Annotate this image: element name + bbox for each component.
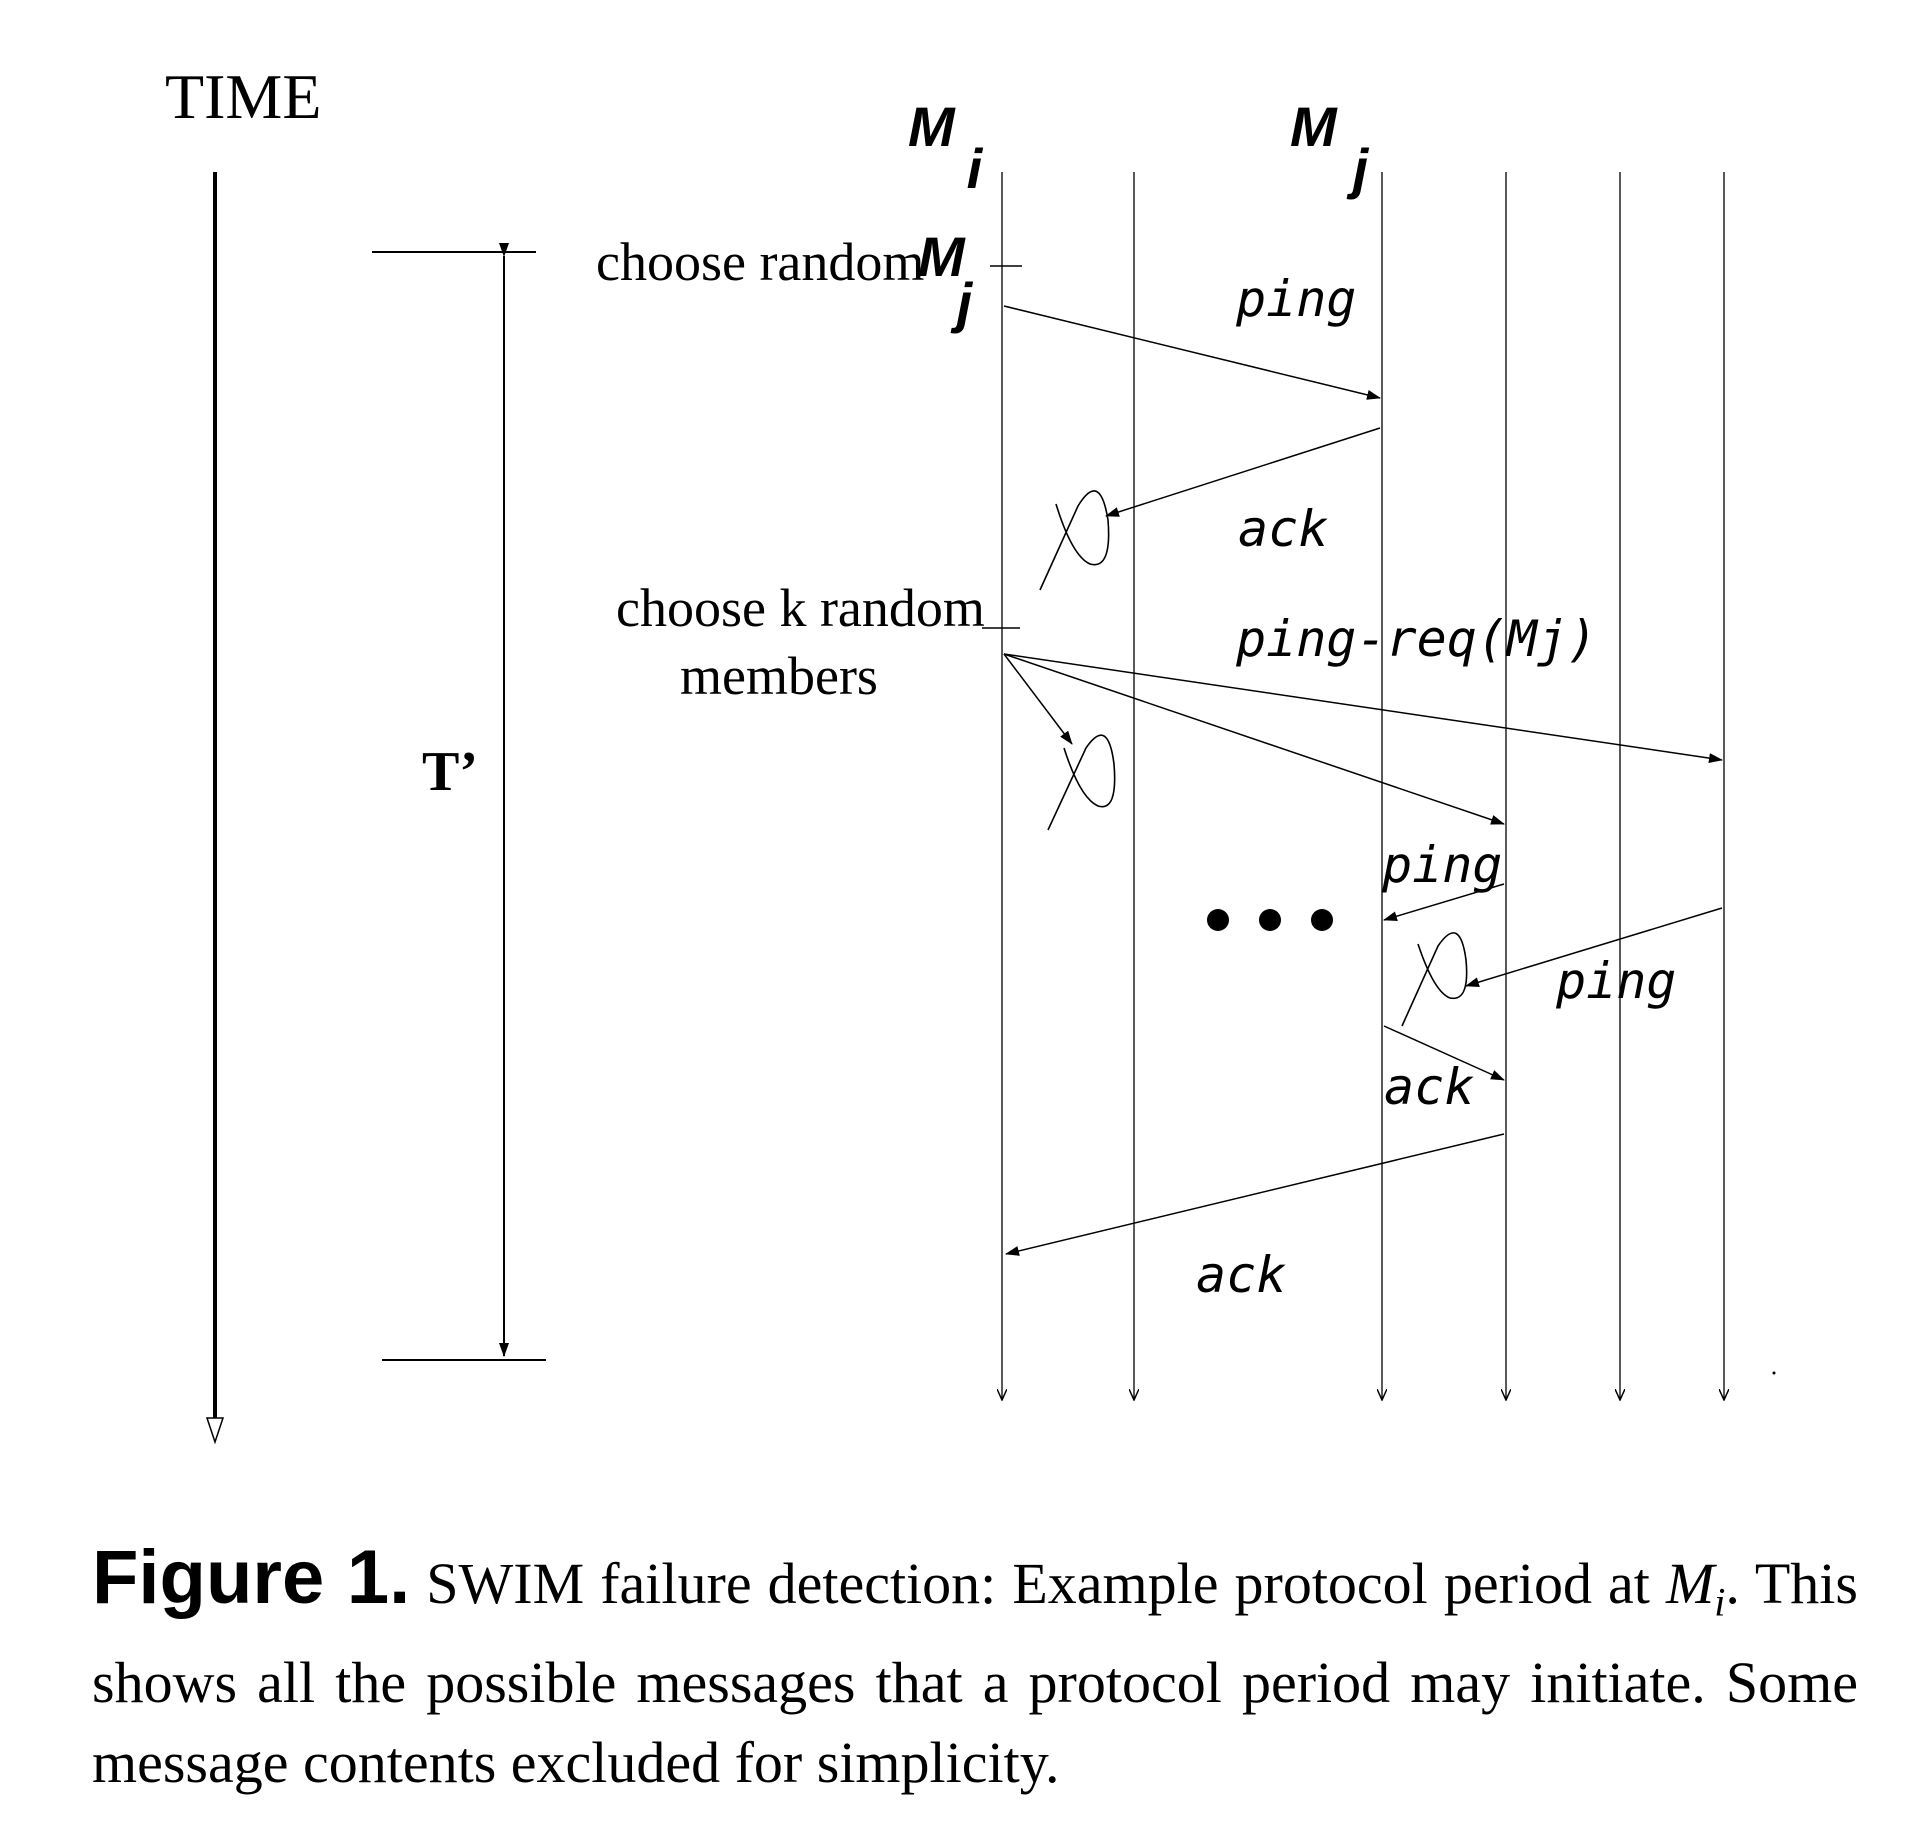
member-label-mi: Mi: [908, 95, 984, 200]
lost-message-icon: [1401, 932, 1468, 1027]
figure-label: Figure 1.: [92, 1535, 411, 1620]
relay-ping-label-2: ping: [1555, 952, 1676, 1010]
choose-k-label-line1: choose k random: [616, 578, 985, 638]
final-ack-arrow: [1005, 1133, 1505, 1256]
final-ack-label: ack: [1196, 1246, 1286, 1304]
choose-random-label: choose random: [596, 232, 924, 292]
ack-label: ack: [1238, 500, 1328, 558]
ping-arrow: [1003, 305, 1381, 400]
ping-req-label: ping-req(Mj): [1235, 610, 1597, 668]
relay-ack-label: ack: [1384, 1058, 1474, 1116]
ping-req-arrow-member-4: [1003, 653, 1505, 825]
ellipsis: [1207, 909, 1333, 931]
relay-ping-label-1: ping: [1381, 836, 1502, 894]
caption-math-base: M: [1665, 1551, 1715, 1616]
period-label: T’: [422, 741, 478, 803]
ack-arrow: [1105, 427, 1381, 517]
caption-text-1: SWIM failure detection: Example protocol…: [410, 1551, 1666, 1616]
time-axis-arrowhead: [205, 1417, 225, 1445]
caption-math-sub: i: [1714, 1579, 1726, 1625]
member-lifelines: [1002, 172, 1724, 1400]
ellipsis-dot: [1259, 909, 1281, 931]
ping-label: ping: [1235, 270, 1356, 328]
member-label-mj: Mj: [1290, 95, 1370, 200]
choose-k-label-line2: members: [680, 646, 878, 706]
ping-req-arrow-lost: [1003, 653, 1073, 745]
ellipsis-dot: [1207, 909, 1229, 931]
relay-ack-arrow: [1383, 1025, 1505, 1081]
lost-message-icon: [1047, 734, 1116, 831]
relay-ping-arrow-2: [1465, 907, 1723, 987]
time-label: TIME: [165, 61, 321, 132]
caption-math: Mi: [1665, 1551, 1725, 1625]
ellipsis-dot: [1311, 909, 1333, 931]
stray-dot: [1772, 1371, 1776, 1375]
caption-text-2: . This shows all the possible messages t…: [92, 1551, 1858, 1795]
relay-ping-arrow-1: [1383, 883, 1505, 922]
ping-req-arrow-member-6: [1003, 653, 1723, 764]
figure-caption: Figure 1. SWIM failure detection: Exampl…: [92, 1538, 1858, 1803]
lost-message-icon: [1039, 490, 1110, 591]
